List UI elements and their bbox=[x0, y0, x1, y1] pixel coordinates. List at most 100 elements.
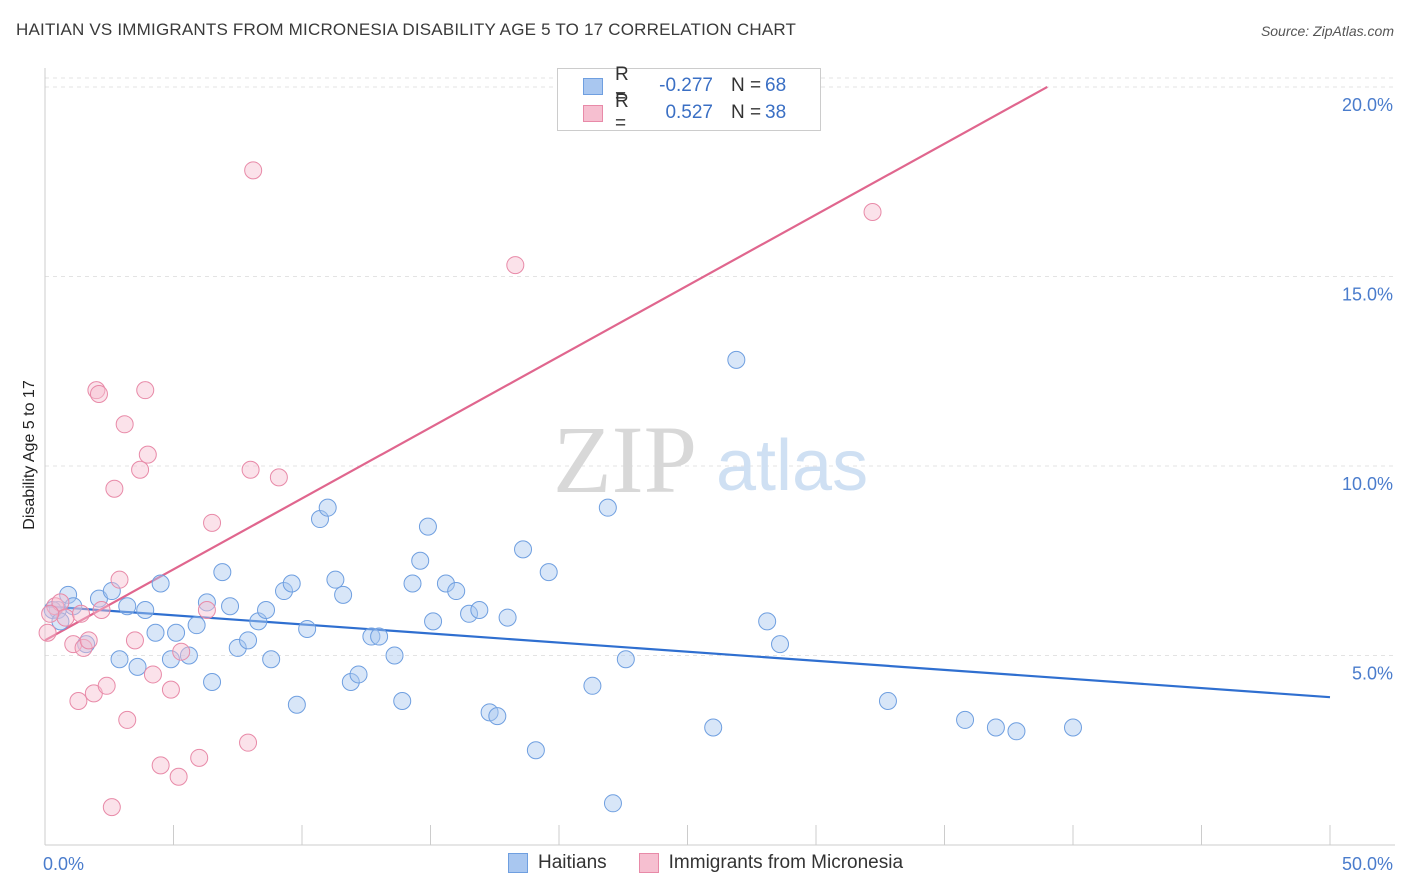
x-tick-label: 50.0% bbox=[1342, 854, 1393, 874]
axes bbox=[44, 68, 1395, 846]
data-point bbox=[318, 498, 337, 517]
data-point bbox=[89, 384, 108, 403]
data-point bbox=[239, 733, 258, 752]
data-point bbox=[169, 767, 188, 786]
legend-swatch-haitians bbox=[508, 853, 528, 873]
y-tick-label: 5.0% bbox=[1352, 663, 1393, 683]
n-value: 38 bbox=[765, 102, 787, 123]
data-point bbox=[203, 673, 222, 692]
data-point bbox=[424, 612, 443, 631]
data-point bbox=[1007, 722, 1026, 741]
legend-swatch-micronesia bbox=[638, 853, 659, 873]
data-point bbox=[539, 563, 558, 582]
stats-legend-row-micronesia: R = 0.527 N = 38 bbox=[583, 91, 787, 134]
data-point bbox=[213, 563, 232, 582]
chart-source: Source: ZipAtlas.com bbox=[1260, 23, 1394, 39]
data-point bbox=[41, 604, 60, 623]
data-point bbox=[1064, 718, 1082, 737]
legend-swatch-micronesia bbox=[583, 104, 603, 122]
stats-legend-row-haitians: R = -0.277 N = 68 bbox=[583, 64, 786, 107]
series-micronesia bbox=[38, 161, 882, 817]
data-point bbox=[460, 604, 479, 623]
n-label: N = bbox=[731, 102, 762, 123]
data-point bbox=[102, 798, 121, 817]
data-point bbox=[298, 619, 317, 638]
data-point bbox=[187, 616, 206, 635]
legend-item-haitians[interactable]: Haitians bbox=[508, 852, 607, 874]
data-point bbox=[257, 601, 276, 620]
data-point bbox=[341, 673, 360, 692]
data-point bbox=[241, 460, 260, 479]
data-point bbox=[136, 601, 155, 620]
series-legend: Haitians Immigrants from Micronesia bbox=[508, 852, 935, 874]
data-point bbox=[172, 642, 191, 661]
data-point bbox=[239, 631, 258, 650]
data-point bbox=[403, 574, 422, 593]
watermark: ZIP atlas bbox=[553, 406, 868, 513]
data-point bbox=[771, 635, 790, 654]
y-tick-label: 15.0% bbox=[1342, 284, 1393, 304]
data-point bbox=[128, 657, 147, 676]
data-point bbox=[92, 601, 111, 620]
y-tick-label: 20.0% bbox=[1342, 95, 1393, 115]
data-point bbox=[603, 794, 622, 813]
data-point bbox=[79, 631, 98, 650]
r-label: R = bbox=[615, 91, 629, 134]
data-point bbox=[526, 741, 545, 760]
data-points bbox=[38, 161, 1082, 817]
data-point bbox=[326, 570, 345, 589]
watermark-atlas: atlas bbox=[716, 426, 868, 506]
data-point bbox=[167, 623, 186, 642]
data-point bbox=[118, 597, 137, 616]
data-point bbox=[393, 691, 412, 710]
data-point bbox=[97, 676, 116, 695]
data-point bbox=[704, 718, 723, 737]
data-point bbox=[203, 513, 222, 532]
data-point bbox=[262, 650, 281, 669]
data-point bbox=[986, 718, 1005, 737]
data-point bbox=[161, 650, 180, 669]
data-point bbox=[151, 756, 170, 775]
data-point bbox=[447, 582, 466, 601]
legend-label-haitians: Haitians bbox=[538, 852, 607, 873]
data-point bbox=[143, 665, 162, 684]
stats-legend: R = -0.277 N = 68 R = 0.527 N = 38 bbox=[557, 64, 821, 134]
data-point bbox=[131, 460, 150, 479]
data-point bbox=[956, 710, 975, 729]
chart-title: HAITIAN VS IMMIGRANTS FROM MICRONESIA DI… bbox=[16, 20, 797, 39]
data-point bbox=[125, 631, 144, 650]
data-point bbox=[115, 415, 134, 434]
data-point bbox=[118, 710, 137, 729]
watermark-zip: ZIP bbox=[553, 406, 697, 513]
legend-swatch-haitians bbox=[583, 77, 603, 95]
data-point bbox=[370, 627, 389, 646]
data-point bbox=[136, 381, 155, 400]
data-point bbox=[418, 517, 437, 536]
data-point bbox=[616, 650, 635, 669]
data-point bbox=[470, 601, 489, 620]
data-point bbox=[287, 695, 306, 714]
data-point bbox=[71, 604, 90, 623]
data-point bbox=[878, 691, 897, 710]
data-point bbox=[758, 612, 777, 631]
data-point bbox=[282, 574, 301, 593]
data-point bbox=[583, 676, 602, 695]
data-point bbox=[498, 608, 517, 627]
data-point bbox=[275, 582, 294, 601]
n-label: N = bbox=[731, 75, 762, 96]
y-tick-label: 10.0% bbox=[1342, 474, 1393, 494]
data-point bbox=[197, 593, 216, 612]
data-point bbox=[436, 574, 455, 593]
r-label: R = bbox=[615, 64, 629, 107]
legend-item-micronesia[interactable]: Immigrants from Micronesia bbox=[638, 852, 904, 874]
legend-label-micronesia: Immigrants from Micronesia bbox=[668, 852, 904, 873]
data-point bbox=[228, 638, 247, 657]
data-point bbox=[488, 707, 507, 726]
data-point bbox=[69, 691, 88, 710]
data-point bbox=[138, 445, 157, 464]
trend-line-haitians bbox=[44, 605, 1331, 699]
data-point bbox=[506, 256, 525, 275]
data-point bbox=[190, 748, 209, 767]
data-point bbox=[105, 479, 124, 498]
